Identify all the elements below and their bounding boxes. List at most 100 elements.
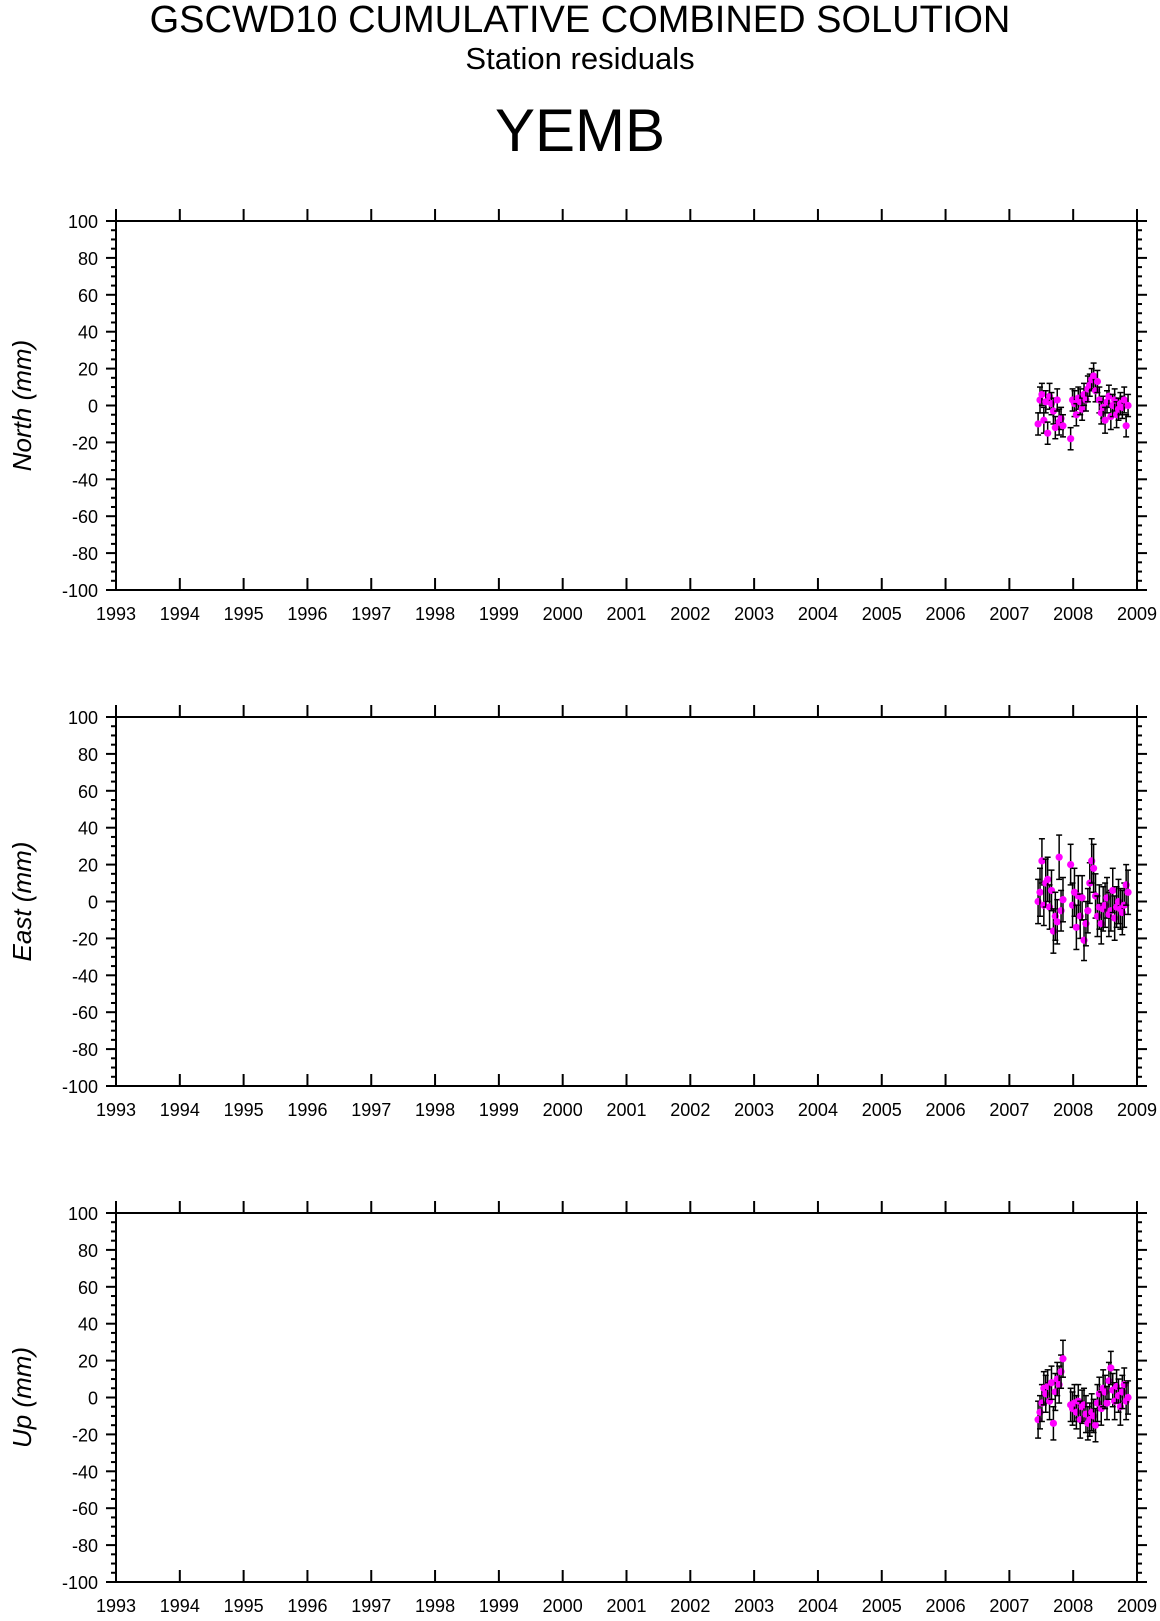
x-tick-label: 2006 xyxy=(926,1100,966,1120)
y-tick-label: 0 xyxy=(88,1389,98,1409)
data-point xyxy=(1107,1364,1115,1372)
y-tick-label: -80 xyxy=(72,1040,98,1060)
y-tick-label: 100 xyxy=(68,212,98,232)
data-point xyxy=(1059,422,1067,430)
x-tick-label: 1999 xyxy=(479,604,519,624)
x-tick-label: 1996 xyxy=(287,1100,327,1120)
x-tick-label: 1999 xyxy=(479,1100,519,1120)
x-tick-label: 2006 xyxy=(926,604,966,624)
x-tick-label: 1998 xyxy=(415,1100,455,1120)
x-tick-label: 1997 xyxy=(351,1596,391,1616)
plot-frame xyxy=(115,716,1138,1087)
x-tick-label: 1998 xyxy=(415,604,455,624)
x-tick-label: 2005 xyxy=(862,604,902,624)
x-tick-label: 2007 xyxy=(989,1596,1029,1616)
y-tick-label: -60 xyxy=(72,1499,98,1519)
y-tick-label: -80 xyxy=(72,1536,98,1556)
x-tick-label: 2003 xyxy=(734,1596,774,1616)
data-point xyxy=(1072,923,1080,931)
data-point xyxy=(1038,390,1046,399)
x-tick-label: 2003 xyxy=(734,604,774,624)
x-tick-label: 2008 xyxy=(1053,1100,1093,1120)
x-tick-label: 2007 xyxy=(989,1100,1029,1120)
y-tick-label: 80 xyxy=(78,1241,98,1261)
x-tick-label: 1999 xyxy=(479,1596,519,1616)
station-name: YEMB xyxy=(494,97,666,164)
up-panel: 1993 1994 1995 1996 1997 1998 1999 2000 2001 2002… xyxy=(7,1201,1157,1616)
x-tick-label: 1994 xyxy=(160,604,200,624)
data-point xyxy=(1090,372,1098,380)
data-point xyxy=(1049,407,1058,415)
data-point xyxy=(1120,396,1128,404)
y-tick-label: -100 xyxy=(62,1077,98,1097)
data-point xyxy=(1059,1355,1067,1363)
data-point xyxy=(1091,1421,1100,1429)
x-tick-label: 2005 xyxy=(862,1596,902,1616)
data-point xyxy=(1078,894,1086,902)
x-tick-label: 1997 xyxy=(351,1100,391,1120)
y-tick-label: 60 xyxy=(78,1278,98,1298)
data-point xyxy=(1084,907,1092,915)
y-tick-label: 40 xyxy=(78,323,98,343)
y-axis-label: North (mm) xyxy=(7,340,37,471)
data-point xyxy=(1103,1399,1111,1407)
x-tick-label: 2006 xyxy=(926,1596,966,1616)
x-tick-label: 2008 xyxy=(1053,1596,1093,1616)
y-tick-label: 60 xyxy=(78,782,98,802)
x-tick-label: 1995 xyxy=(224,604,264,624)
y-tick-label: -100 xyxy=(62,581,98,601)
x-tick-label: 1998 xyxy=(415,1596,455,1616)
y-axis-label: Up (mm) xyxy=(7,1347,37,1448)
x-tick-label: 2004 xyxy=(798,604,838,624)
data-point xyxy=(1049,1419,1058,1427)
x-tick-label: 2002 xyxy=(670,604,710,624)
data-point xyxy=(1072,411,1080,419)
data-point xyxy=(1034,420,1042,428)
data-point xyxy=(1109,886,1117,895)
y-tick-label: 100 xyxy=(68,708,98,728)
data-point xyxy=(1067,861,1075,869)
east-panel: 1993 1994 1995 1996 1997 1998 1999 2000 2001 2002… xyxy=(7,705,1157,1120)
y-tick-label: -40 xyxy=(72,470,98,490)
x-tick-label: 2000 xyxy=(543,604,583,624)
data-point xyxy=(1101,416,1109,424)
x-tick-label: 2008 xyxy=(1053,604,1093,624)
x-tick-label: 2002 xyxy=(670,1596,710,1616)
x-tick-label: 2001 xyxy=(606,1100,646,1120)
y-tick-label: -20 xyxy=(72,433,98,453)
x-tick-label: 1994 xyxy=(160,1596,200,1616)
data-point xyxy=(1055,853,1063,861)
x-tick-label: 1996 xyxy=(287,1596,327,1616)
y-tick-label: 0 xyxy=(88,397,98,417)
y-tick-label: -60 xyxy=(72,507,98,527)
y-tick-label: -80 xyxy=(72,544,98,564)
y-tick-label: 60 xyxy=(78,286,98,306)
data-point xyxy=(1047,1379,1056,1387)
x-tick-label: 1995 xyxy=(224,1596,264,1616)
y-tick-label: -20 xyxy=(72,1425,98,1445)
x-tick-label: 2007 xyxy=(989,604,1029,624)
y-tick-label: 20 xyxy=(78,360,98,380)
y-tick-label: 100 xyxy=(68,1204,98,1224)
x-tick-label: 1995 xyxy=(224,1100,264,1120)
x-tick-label: 2000 xyxy=(543,1596,583,1616)
y-tick-label: -100 xyxy=(62,1573,98,1593)
x-tick-label: 1993 xyxy=(96,1596,136,1616)
y-tick-label: 80 xyxy=(78,249,98,269)
data-point xyxy=(1124,888,1132,896)
data-point xyxy=(1042,398,1050,406)
x-tick-label: 2005 xyxy=(862,1100,902,1120)
x-tick-label: 2009 xyxy=(1117,1596,1157,1616)
y-axis-label: East (mm) xyxy=(7,842,37,962)
x-tick-label: 2003 xyxy=(734,1100,774,1120)
x-tick-label: 1993 xyxy=(96,1100,136,1120)
plot-frame xyxy=(115,220,1138,591)
x-tick-label: 1997 xyxy=(351,604,391,624)
north-panel: 1993 1994 1995 1996 1997 1998 1999 2000 2001 2002… xyxy=(7,209,1157,624)
chart-subtitle: Station residuals xyxy=(465,41,695,76)
x-tick-label: 2001 xyxy=(606,604,646,624)
y-tick-label: 40 xyxy=(78,1315,98,1335)
data-point xyxy=(1093,377,1102,386)
data-point xyxy=(1051,424,1059,432)
